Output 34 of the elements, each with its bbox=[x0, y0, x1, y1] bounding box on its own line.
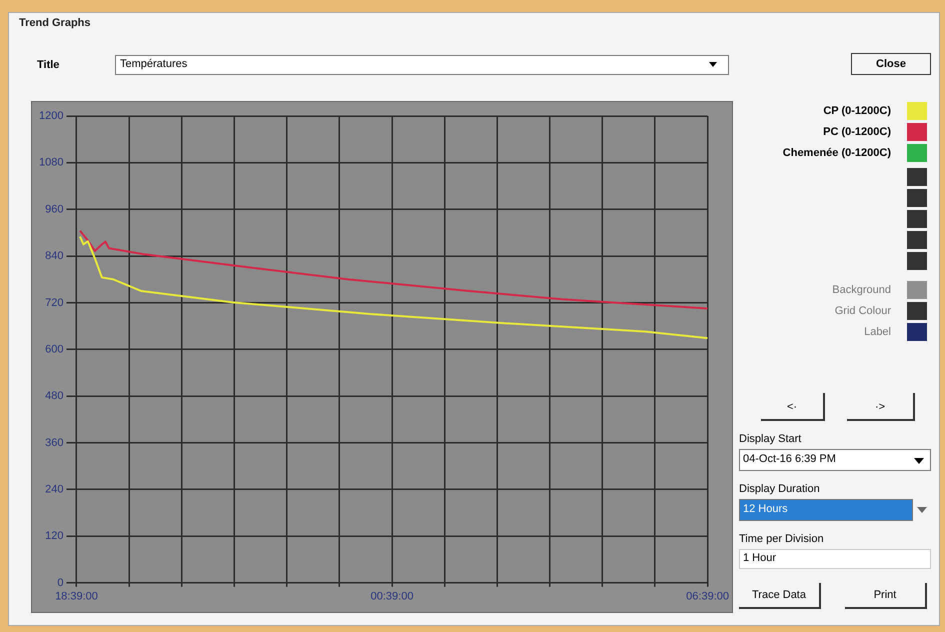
x-tick-label: 18:39:00 bbox=[55, 590, 98, 602]
text: Label bbox=[864, 326, 891, 338]
text: Background bbox=[832, 284, 891, 296]
text: Grid Colour bbox=[834, 305, 891, 317]
y-tick-label: 480 bbox=[45, 390, 64, 402]
y-tick-label: 1080 bbox=[38, 156, 64, 169]
text: Trend Graphs bbox=[19, 17, 91, 29]
text: Title bbox=[37, 59, 60, 71]
y-tick-label: 960 bbox=[45, 203, 64, 216]
y-tick-label: 720 bbox=[45, 296, 64, 309]
legend-label: PC (0-1200C) bbox=[823, 126, 891, 138]
chart-title: Températures bbox=[120, 58, 188, 70]
text: Display Start bbox=[739, 433, 802, 445]
text: 12 Hours bbox=[743, 503, 788, 515]
text: Print bbox=[845, 583, 927, 609]
y-tick-label: 360 bbox=[45, 436, 64, 449]
x-tick-label: 00:39:00 bbox=[370, 590, 414, 602]
text: ·> bbox=[874, 401, 886, 413]
text: Trace Data bbox=[739, 583, 821, 609]
y-tick-label: 600 bbox=[45, 343, 64, 356]
text: Close bbox=[851, 53, 931, 75]
x-tick-label: 06:39:00 bbox=[686, 590, 730, 602]
legend-label: CP (0-1200C) bbox=[823, 105, 891, 117]
y-tick-label: 840 bbox=[45, 250, 64, 262]
y-tick-label: 0 bbox=[57, 576, 64, 589]
y-tick-label: 120 bbox=[45, 530, 64, 542]
y-tick-label: 1200 bbox=[38, 110, 64, 122]
text: 1 Hour bbox=[743, 552, 776, 564]
y-tick-label: 240 bbox=[45, 483, 64, 496]
text: 04-Oct-16 6:39 PM bbox=[743, 453, 836, 465]
text: Display Duration bbox=[739, 483, 820, 495]
legend-label: Chemenée (0-1200C) bbox=[782, 147, 891, 159]
text: <· bbox=[786, 401, 798, 413]
text: Time per Division bbox=[739, 533, 824, 545]
